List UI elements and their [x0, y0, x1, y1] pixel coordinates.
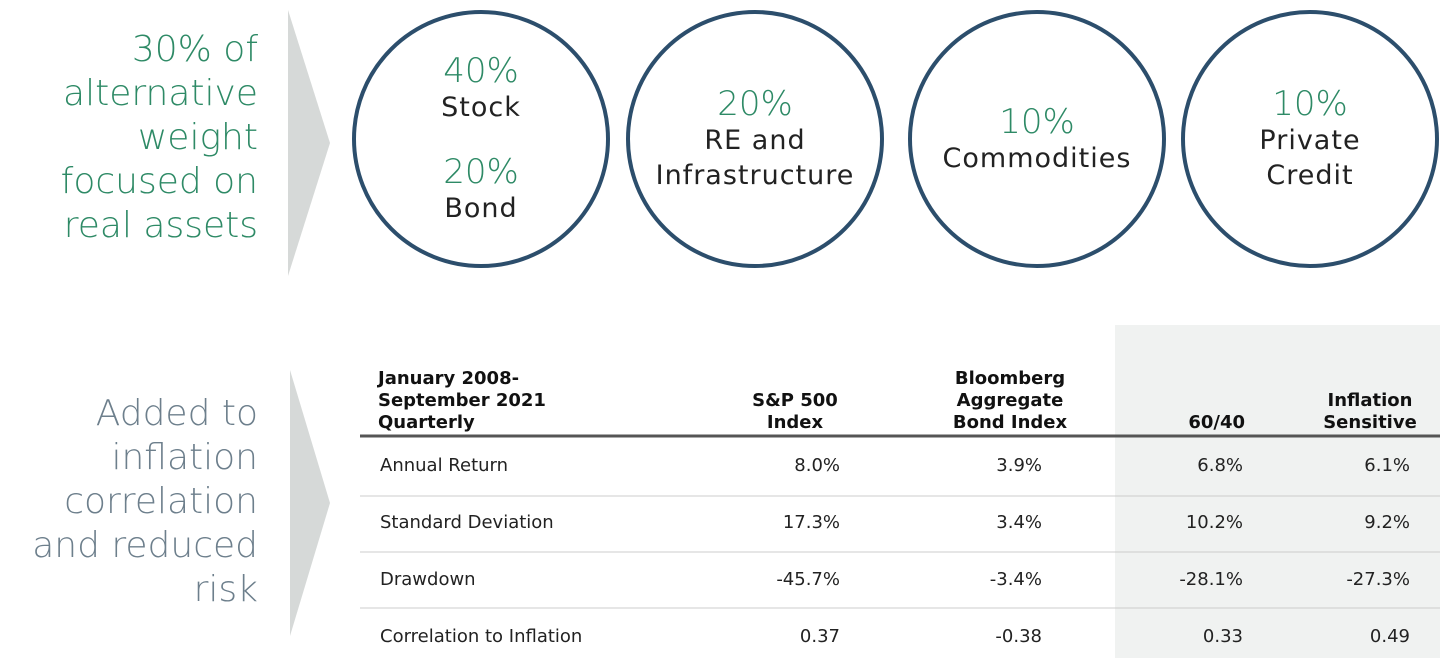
cell: 0.33 — [1202, 626, 1243, 647]
cell: -28.1% — [1179, 569, 1243, 590]
percent: 20% — [443, 152, 519, 192]
heading-line: Added to — [95, 393, 258, 434]
label: Commodities — [942, 142, 1132, 174]
label: Credit — [1266, 160, 1354, 191]
cell: 6.1% — [1364, 455, 1410, 476]
heading-line: inflation — [111, 437, 258, 478]
chevron — [288, 10, 330, 276]
label: RE and — [704, 125, 806, 156]
cell: 8.0% — [794, 455, 840, 476]
header-line: Inflation — [1327, 390, 1413, 411]
shade — [1115, 325, 1440, 658]
cell: 0.49 — [1369, 626, 1410, 647]
circle: 10% Commodities — [908, 10, 1166, 268]
cell: Annual Return — [380, 455, 509, 476]
circle: 20% RE and Infrastructure — [626, 10, 884, 268]
percent: 40% — [443, 51, 519, 91]
header-line: Bond Index — [952, 412, 1068, 433]
cell: 17.3% — [782, 512, 840, 533]
cell: -45.7% — [776, 569, 840, 590]
header-cell: 60/40 — [1140, 412, 1245, 434]
percent: 10% — [999, 101, 1075, 142]
heading-line: alternative — [63, 73, 258, 114]
cell: Correlation to Inflation — [380, 626, 583, 647]
cell: -0.38 — [995, 626, 1042, 647]
cell: -3.4% — [989, 569, 1042, 590]
cell: 3.9% — [996, 455, 1042, 476]
header-cell: Bloomberg Aggregate Bond Index — [940, 368, 1080, 434]
heading-line: and reduced — [32, 525, 258, 566]
cell: 6.8% — [1197, 455, 1243, 476]
heading-line: weight — [137, 117, 258, 158]
label: Stock — [441, 92, 521, 123]
chevron — [290, 370, 330, 636]
cell: 0.37 — [799, 626, 840, 647]
cell: 9.2% — [1364, 512, 1410, 533]
header-line: 60/40 — [1188, 412, 1245, 433]
circle: 10% Private Credit — [1181, 10, 1439, 268]
label: Infrastructure — [655, 160, 855, 191]
heading-line: correlation — [64, 481, 258, 522]
header-line: January 2008- — [378, 368, 520, 389]
header-cell: Inflation Sensitive — [1300, 390, 1440, 434]
cell: Standard Deviation — [380, 512, 554, 533]
header-line: Bloomberg — [954, 368, 1066, 389]
heading-line: 30% of — [131, 29, 258, 70]
header-line: September 2021 — [378, 390, 546, 411]
header-line: Aggregate — [956, 390, 1064, 411]
heading-line: focused on — [60, 161, 258, 202]
cell: -27.3% — [1346, 569, 1410, 590]
header-cell: January 2008- September 2021 Quarterly — [378, 368, 700, 434]
cell: Drawdown — [380, 569, 476, 590]
header-line: Quarterly — [378, 412, 475, 433]
header-line: Index — [766, 412, 824, 433]
header-cell: S&P 500 Index — [740, 390, 850, 434]
percent: 10% — [1272, 84, 1348, 124]
heading: 30% of alternative weight focused on real as… — [61, 28, 258, 248]
cell: 10.2% — [1185, 512, 1243, 533]
heading-line: real assets — [63, 205, 258, 246]
circle: 40% Stock 20% Bond — [352, 10, 610, 268]
label: Private — [1259, 125, 1361, 156]
cell: 3.4% — [996, 512, 1042, 533]
heading: Added to inflation correlation and reduced r… — [32, 392, 258, 612]
header-line: Sensitive — [1323, 412, 1417, 433]
heading-line: risk — [193, 569, 258, 610]
header-line: S&P 500 — [752, 390, 838, 411]
percent: 20% — [717, 84, 793, 124]
label: Bond — [444, 193, 518, 224]
